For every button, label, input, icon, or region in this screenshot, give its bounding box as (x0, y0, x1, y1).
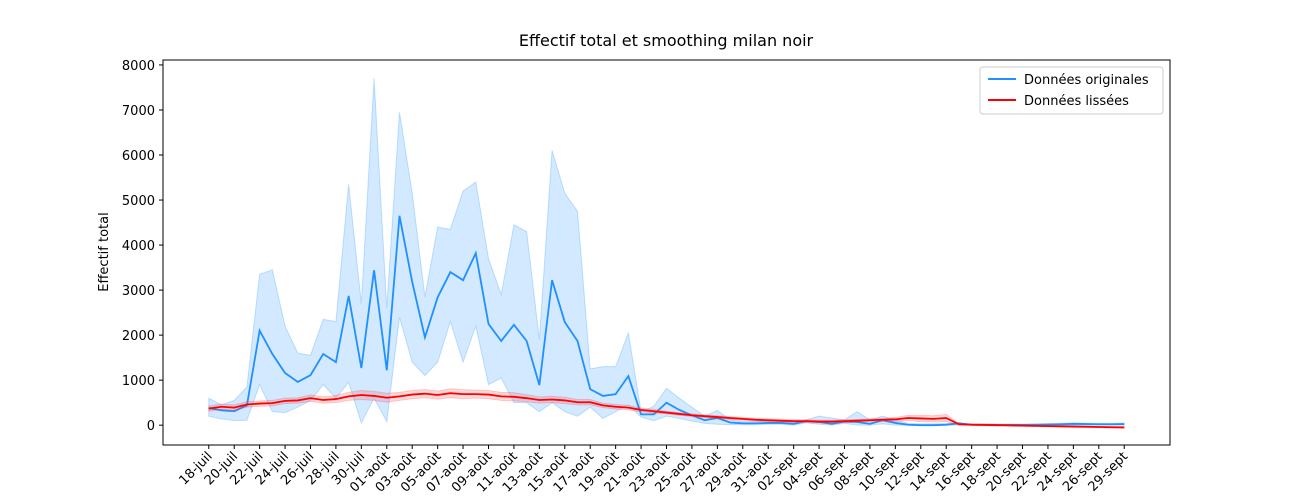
chart-title: Effectif total et smoothing milan noir (519, 31, 814, 50)
y-tick-label: 4000 (122, 239, 155, 254)
confidence-band (208, 388, 1125, 429)
y-tick-label: 5000 (122, 194, 155, 209)
axes-frame (162, 59, 1171, 446)
legend-box (979, 66, 1164, 115)
legend-label: Données originales (1024, 73, 1149, 88)
y-tick-label: 8000 (122, 59, 155, 74)
y-tick-label: 2000 (122, 329, 155, 344)
y-tick-label: 7000 (122, 104, 155, 119)
confidence-band (208, 78, 1125, 426)
y-tick-label: 0 (147, 419, 155, 434)
legend-label: Données lissées (1024, 94, 1129, 109)
y-tick-label: 6000 (122, 149, 155, 164)
y-axis-label: Effectif total (97, 212, 112, 291)
y-tick-label: 1000 (122, 374, 155, 389)
series-line (208, 392, 1125, 429)
y-tick-label: 3000 (122, 284, 155, 299)
